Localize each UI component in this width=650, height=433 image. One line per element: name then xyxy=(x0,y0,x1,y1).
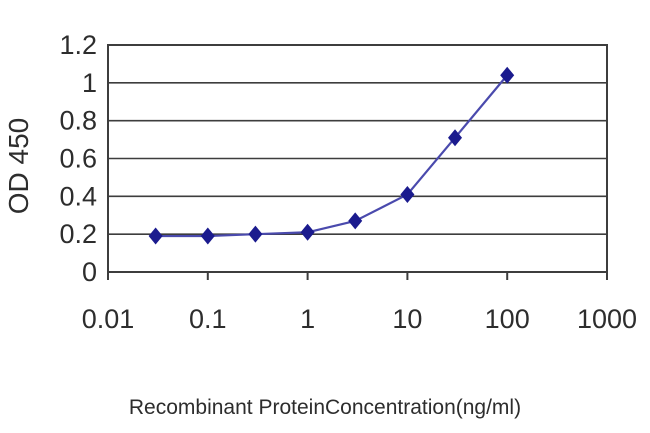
y-tick-label: 0.2 xyxy=(59,219,97,249)
y-tick-label: 0 xyxy=(82,257,97,287)
data-point-marker xyxy=(248,225,263,243)
data-point-marker xyxy=(448,129,463,147)
data-point-marker xyxy=(400,185,415,203)
y-axis-title: OD 450 xyxy=(3,117,34,215)
x-tick-label: 100 xyxy=(485,304,530,334)
y-tick-label: 1 xyxy=(82,68,97,98)
data-point-marker xyxy=(200,227,215,245)
x-tick-label: 1 xyxy=(300,304,315,334)
data-series-line xyxy=(155,74,509,238)
x-tick-label: 0.1 xyxy=(189,304,227,334)
plot-border xyxy=(107,44,608,273)
data-point-marker xyxy=(348,212,363,230)
x-tick-label: 0.01 xyxy=(82,304,135,334)
y-tick-label: 0.8 xyxy=(59,106,97,136)
data-point-marker xyxy=(148,227,163,245)
y-tick-label: 1.2 xyxy=(59,30,97,60)
x-axis-title: Recombinant ProteinConcentration(ng/ml) xyxy=(128,396,522,419)
x-tick-label: 10 xyxy=(392,304,422,334)
data-point-marker xyxy=(300,223,315,241)
y-tick-label: 0.4 xyxy=(59,181,97,211)
x-tick-label: 1000 xyxy=(577,304,637,334)
y-tick-label: 0.6 xyxy=(59,144,97,174)
data-point-marker xyxy=(500,66,515,84)
